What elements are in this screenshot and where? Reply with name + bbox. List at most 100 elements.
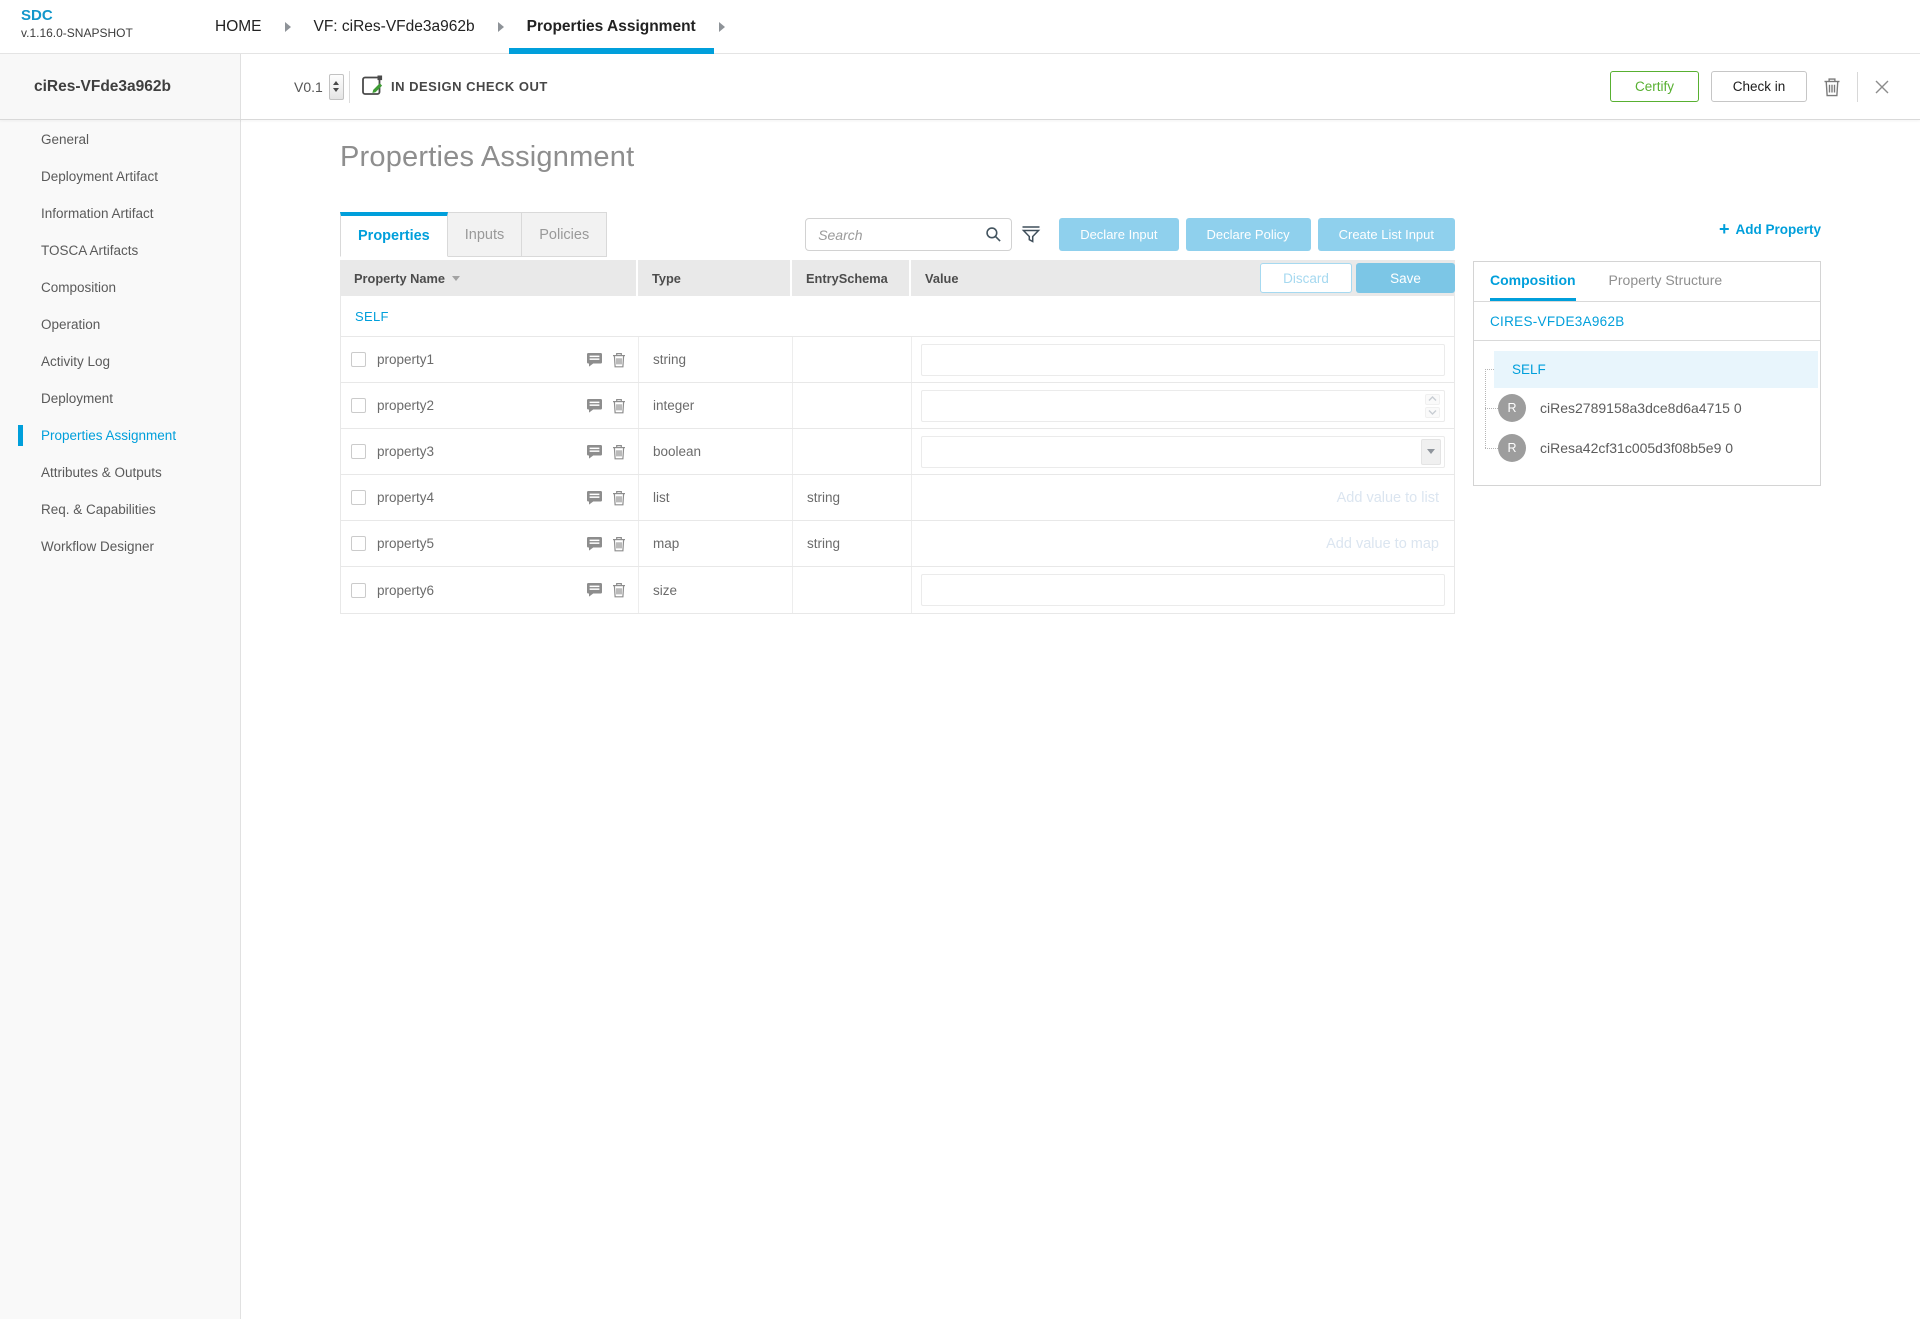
breadcrumb-item-home[interactable]: HOME (213, 0, 264, 54)
tab-properties[interactable]: Properties (340, 212, 448, 257)
tree-node-label: ciResa42cf31c005d3f08b5e9 0 (1540, 440, 1734, 456)
sidebar-item-tosca-artifacts[interactable]: TOSCA Artifacts (41, 243, 139, 258)
comment-icon[interactable] (586, 352, 603, 368)
checkout-icon (360, 73, 385, 103)
value-input[interactable] (921, 435, 1445, 468)
comment-icon[interactable] (586, 536, 603, 552)
sidebar-item-workflow-designer[interactable]: Workflow Designer (41, 539, 155, 554)
property-type: map (653, 536, 680, 551)
breadcrumb-item-vf-cires-vfde3a962b[interactable]: VF: ciRes-VFde3a962b (312, 0, 477, 54)
column-header-label: Property Name (354, 270, 446, 286)
tree-connector (1485, 448, 1498, 449)
app-version: v.1.16.0-SNAPSHOT (21, 25, 133, 40)
column-header-label: Type (652, 270, 681, 286)
workspace-header-main: V0.1 IN DESIGN CHECK OUT Certify Check i… (241, 54, 1920, 119)
row-checkbox[interactable] (351, 352, 366, 367)
delete-property-icon[interactable] (612, 536, 626, 552)
table-row: property2 integer (341, 383, 1454, 429)
column-header-value: Value (911, 260, 1455, 296)
delete-property-icon[interactable] (612, 444, 626, 460)
row-checkbox[interactable] (351, 490, 366, 505)
discard-button[interactable]: Discard (1260, 263, 1352, 293)
delete-property-icon[interactable] (612, 352, 626, 368)
close-button[interactable] (1870, 75, 1894, 99)
group-row-self[interactable]: SELF (341, 296, 1454, 337)
delete-component-button[interactable] (1819, 73, 1845, 101)
create-list-input-button[interactable]: Create List Input (1317, 218, 1455, 251)
column-header-property-name[interactable]: Property Name (340, 260, 638, 296)
sidebar-item-properties-assignment[interactable]: Properties Assignment (0, 417, 240, 454)
component-name[interactable]: CIRES-VFDE3A962B (1474, 302, 1820, 341)
sidebar-item-general[interactable]: General (41, 132, 90, 147)
breadcrumb-arrow-icon (284, 22, 291, 32)
comment-icon[interactable] (586, 444, 603, 460)
sidebar-item-activity-log[interactable]: Activity Log (41, 354, 111, 369)
property-entry-schema: string (807, 490, 841, 505)
panel-tab-property-structure[interactable]: Property Structure (1608, 272, 1723, 288)
stepper-up-icon (333, 81, 340, 85)
row-checkbox[interactable] (351, 536, 366, 551)
property-name[interactable]: property4 (377, 490, 435, 505)
comment-icon[interactable] (586, 582, 603, 598)
tab-policies[interactable]: Policies (522, 212, 608, 257)
add-property-label: Add Property (1735, 221, 1821, 237)
panel-tab-composition[interactable]: Composition (1490, 262, 1576, 301)
table-row: property1 string (341, 337, 1454, 383)
declare-policy-button[interactable]: Declare Policy (1185, 218, 1311, 251)
spinner-down-icon[interactable] (1425, 406, 1440, 418)
property-value-cell (912, 567, 1454, 613)
filter-button[interactable] (1020, 224, 1042, 246)
property-name[interactable]: property6 (377, 582, 435, 598)
add-property-button[interactable]: + Add Property (1719, 220, 1821, 238)
select-dropdown-button[interactable] (1421, 438, 1441, 465)
search-input[interactable] (805, 218, 1013, 251)
check-in-button[interactable]: Check in (1711, 71, 1807, 102)
save-button[interactable]: Save (1356, 263, 1455, 293)
value-input[interactable] (921, 343, 1445, 376)
row-checkbox[interactable] (351, 582, 366, 598)
breadcrumb-arrow-icon (497, 22, 504, 32)
properties-tabs: Properties Inputs Policies (340, 212, 608, 257)
tree-node[interactable]: R ciResa42cf31c005d3f08b5e9 0 (1498, 428, 1820, 468)
tab-inputs[interactable]: Inputs (447, 212, 523, 257)
row-checkbox[interactable] (351, 444, 366, 459)
value-input[interactable] (921, 389, 1445, 422)
delete-property-icon[interactable] (612, 582, 626, 598)
sort-caret-icon (452, 275, 461, 281)
sidebar-item-information-artifact[interactable]: Information Artifact (41, 206, 154, 221)
property-name[interactable]: property1 (377, 352, 435, 367)
breadcrumb-item-properties-assignment[interactable]: Properties Assignment (508, 0, 714, 54)
sidebar-item-req-capabilities[interactable]: Req. & Capabilities (41, 502, 156, 517)
add-value-placeholder[interactable]: Add value to list (1336, 489, 1439, 506)
property-name[interactable]: property3 (377, 444, 435, 459)
sidebar-item-composition[interactable]: Composition (41, 280, 117, 295)
certify-button[interactable]: Certify (1610, 71, 1699, 102)
filter-icon (1021, 225, 1041, 243)
delete-property-icon[interactable] (612, 398, 626, 414)
declare-input-button[interactable]: Declare Input (1059, 218, 1179, 251)
resource-avatar: R (1498, 394, 1526, 422)
value-input[interactable] (921, 574, 1445, 606)
row-checkbox[interactable] (351, 398, 366, 413)
tree-node[interactable]: R ciRes2789158a3dce8d6a4715 0 (1498, 388, 1820, 428)
column-header-entryschema: EntrySchema (792, 260, 911, 296)
property-name[interactable]: property2 (377, 398, 435, 413)
search-icon (985, 226, 1002, 248)
column-header-label: EntrySchema (806, 270, 888, 286)
spinner-up-icon[interactable] (1425, 393, 1440, 405)
delete-property-icon[interactable] (612, 490, 626, 506)
version-stepper[interactable] (328, 73, 344, 100)
tree-connector (1485, 369, 1494, 370)
sidebar-item-deployment[interactable]: Deployment (41, 391, 114, 406)
comment-icon[interactable] (586, 490, 603, 506)
sidebar-item-deployment-artifact[interactable]: Deployment Artifact (41, 169, 159, 184)
sidebar-item-attributes-outputs[interactable]: Attributes & Outputs (41, 465, 162, 480)
property-name[interactable]: property5 (377, 536, 435, 551)
page-title: Properties Assignment (340, 141, 635, 173)
comment-icon[interactable] (586, 398, 603, 414)
table-header: Property Name Type EntrySchema Value Discar… (340, 260, 1455, 296)
tree-node-self[interactable]: SELF (1494, 351, 1818, 388)
sidebar-item-operation[interactable]: Operation (41, 317, 101, 332)
add-value-placeholder[interactable]: Add value to map (1326, 535, 1439, 552)
